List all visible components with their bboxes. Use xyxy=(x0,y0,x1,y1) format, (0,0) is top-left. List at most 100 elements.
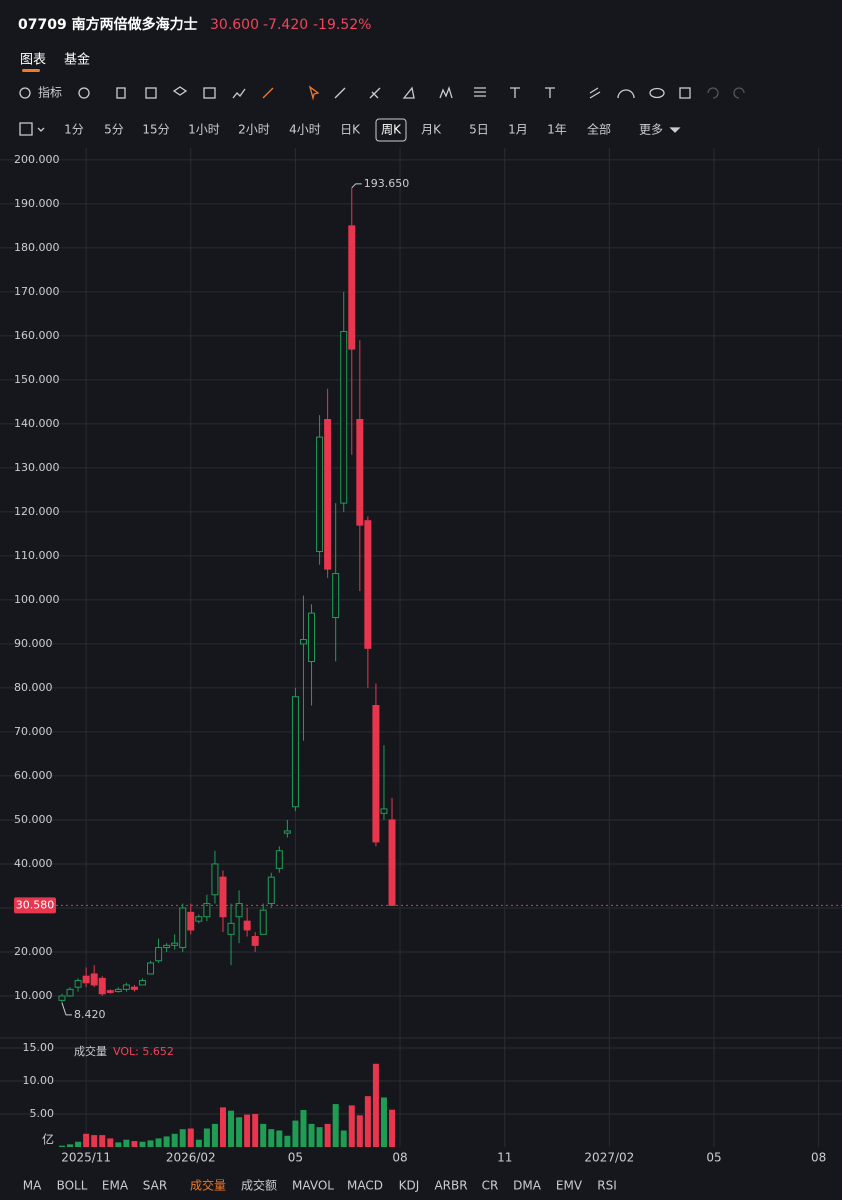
icon[interactable] xyxy=(172,86,188,96)
icon[interactable] xyxy=(649,87,665,99)
indicator-tab[interactable]: BOLL xyxy=(57,1179,88,1193)
y-tick-label: 50.000 xyxy=(14,813,53,826)
indicator-tab[interactable]: CR xyxy=(482,1179,499,1193)
volume-bar xyxy=(316,1127,323,1147)
y-tick-label: 190.000 xyxy=(14,197,60,210)
y-tick-label: 40.000 xyxy=(14,857,53,870)
timeframe[interactable]: 更多 xyxy=(639,123,663,137)
indicator-tab[interactable]: 成交额 xyxy=(241,1178,277,1193)
icon[interactable] xyxy=(733,87,745,99)
x-tick-label: 08 xyxy=(811,1151,826,1165)
volume-bar xyxy=(324,1123,331,1147)
indicator-tab[interactable]: MA xyxy=(23,1179,42,1193)
active-box xyxy=(375,118,407,142)
volume-bar xyxy=(211,1123,218,1147)
timeframe[interactable]: 1分 xyxy=(64,123,84,137)
indicator-tab[interactable]: EMV xyxy=(556,1179,583,1193)
icon[interactable] xyxy=(19,87,31,99)
timeframe[interactable]: 5日 xyxy=(469,123,489,137)
indicator-tab[interactable]: SAR xyxy=(143,1179,167,1193)
icon[interactable] xyxy=(402,86,415,99)
volume-bar xyxy=(58,1145,65,1147)
indicator-tab[interactable]: 成交量 xyxy=(190,1178,226,1193)
candle-body xyxy=(98,977,106,995)
icon[interactable] xyxy=(116,87,126,99)
indicator-tab[interactable]: KDJ xyxy=(399,1179,420,1193)
indicator-tab[interactable]: MACD xyxy=(347,1179,383,1193)
volume-bar xyxy=(75,1141,82,1147)
tab[interactable]: 图表 xyxy=(20,53,46,68)
icon[interactable] xyxy=(232,88,246,99)
volume-bar xyxy=(292,1120,299,1147)
timeframe[interactable]: 5分 xyxy=(104,123,124,137)
indicator-button[interactable]: 指标 xyxy=(38,85,62,100)
icon[interactable] xyxy=(707,87,719,99)
icon[interactable] xyxy=(308,85,320,101)
x-tick-label: 05 xyxy=(706,1151,721,1165)
indicator-tab[interactable]: MAVOL xyxy=(292,1179,334,1193)
icon[interactable] xyxy=(510,87,520,98)
timeframe[interactable]: 日K xyxy=(340,123,361,137)
candle-body xyxy=(90,973,98,986)
timeframe[interactable]: 1年 xyxy=(547,123,567,137)
indicator-tab[interactable]: ARBR xyxy=(434,1179,467,1193)
volume-bar xyxy=(236,1117,243,1147)
candle-body xyxy=(66,988,74,997)
indicator-tab[interactable]: EMA xyxy=(102,1179,129,1193)
candle-body xyxy=(251,936,259,946)
tab[interactable]: 基金 xyxy=(64,52,90,68)
candle-body xyxy=(74,980,82,988)
change: -7.420 xyxy=(263,17,308,33)
volume-bar xyxy=(252,1113,259,1147)
y-tick-label: 10.000 xyxy=(14,989,53,1002)
candle-body xyxy=(332,573,340,619)
volume-bar xyxy=(284,1135,291,1147)
timeframe[interactable]: 全部 xyxy=(587,122,611,137)
timeframe[interactable]: 周K xyxy=(381,123,402,137)
volume-bar xyxy=(91,1135,98,1147)
y-tick-label: 80.000 xyxy=(14,681,53,694)
volume-bar xyxy=(332,1104,339,1147)
volume-bar xyxy=(244,1114,251,1147)
candle-body xyxy=(283,830,291,834)
candle-body xyxy=(388,819,396,906)
volume-bar xyxy=(131,1141,138,1147)
timeframe[interactable]: 1小时 xyxy=(188,123,220,137)
candle-body xyxy=(235,903,243,918)
icon[interactable] xyxy=(589,87,601,99)
icon[interactable] xyxy=(78,87,90,99)
candle-body xyxy=(58,995,66,1001)
icon[interactable] xyxy=(679,87,691,99)
volume-bar xyxy=(372,1063,379,1147)
icon[interactable] xyxy=(545,87,555,98)
volume-bar xyxy=(348,1105,355,1147)
icon[interactable] xyxy=(145,87,157,99)
timeframe[interactable]: 15分 xyxy=(142,123,169,137)
timeframe[interactable]: 1月 xyxy=(508,123,528,137)
y-tick-label: 180.000 xyxy=(14,241,60,254)
candle-body xyxy=(291,696,299,808)
icon[interactable] xyxy=(617,89,635,99)
icon[interactable] xyxy=(203,87,216,99)
volume-bar xyxy=(203,1128,210,1147)
candle-body xyxy=(316,436,324,553)
indicator-tab[interactable]: DMA xyxy=(513,1179,542,1193)
candle-body xyxy=(203,903,211,918)
y-tick-label: 60.000 xyxy=(14,769,53,782)
timeframe[interactable]: 2小时 xyxy=(238,123,270,137)
annotation-label: 8.420 xyxy=(74,1008,106,1021)
icon[interactable] xyxy=(19,122,45,136)
timeframe[interactable]: 4小时 xyxy=(289,123,321,137)
icon[interactable] xyxy=(334,87,346,99)
icon[interactable] xyxy=(474,87,486,97)
candle-body xyxy=(138,980,146,986)
icon[interactable] xyxy=(669,127,681,133)
y-tick-label: 120.000 xyxy=(14,505,60,518)
indicator-tab[interactable]: RSI xyxy=(597,1179,617,1193)
icon[interactable] xyxy=(439,85,453,99)
icon[interactable] xyxy=(369,87,381,99)
candle-body xyxy=(179,907,187,949)
icon[interactable] xyxy=(262,87,274,99)
volume-bar xyxy=(123,1139,130,1147)
timeframe[interactable]: 月K xyxy=(421,123,442,137)
